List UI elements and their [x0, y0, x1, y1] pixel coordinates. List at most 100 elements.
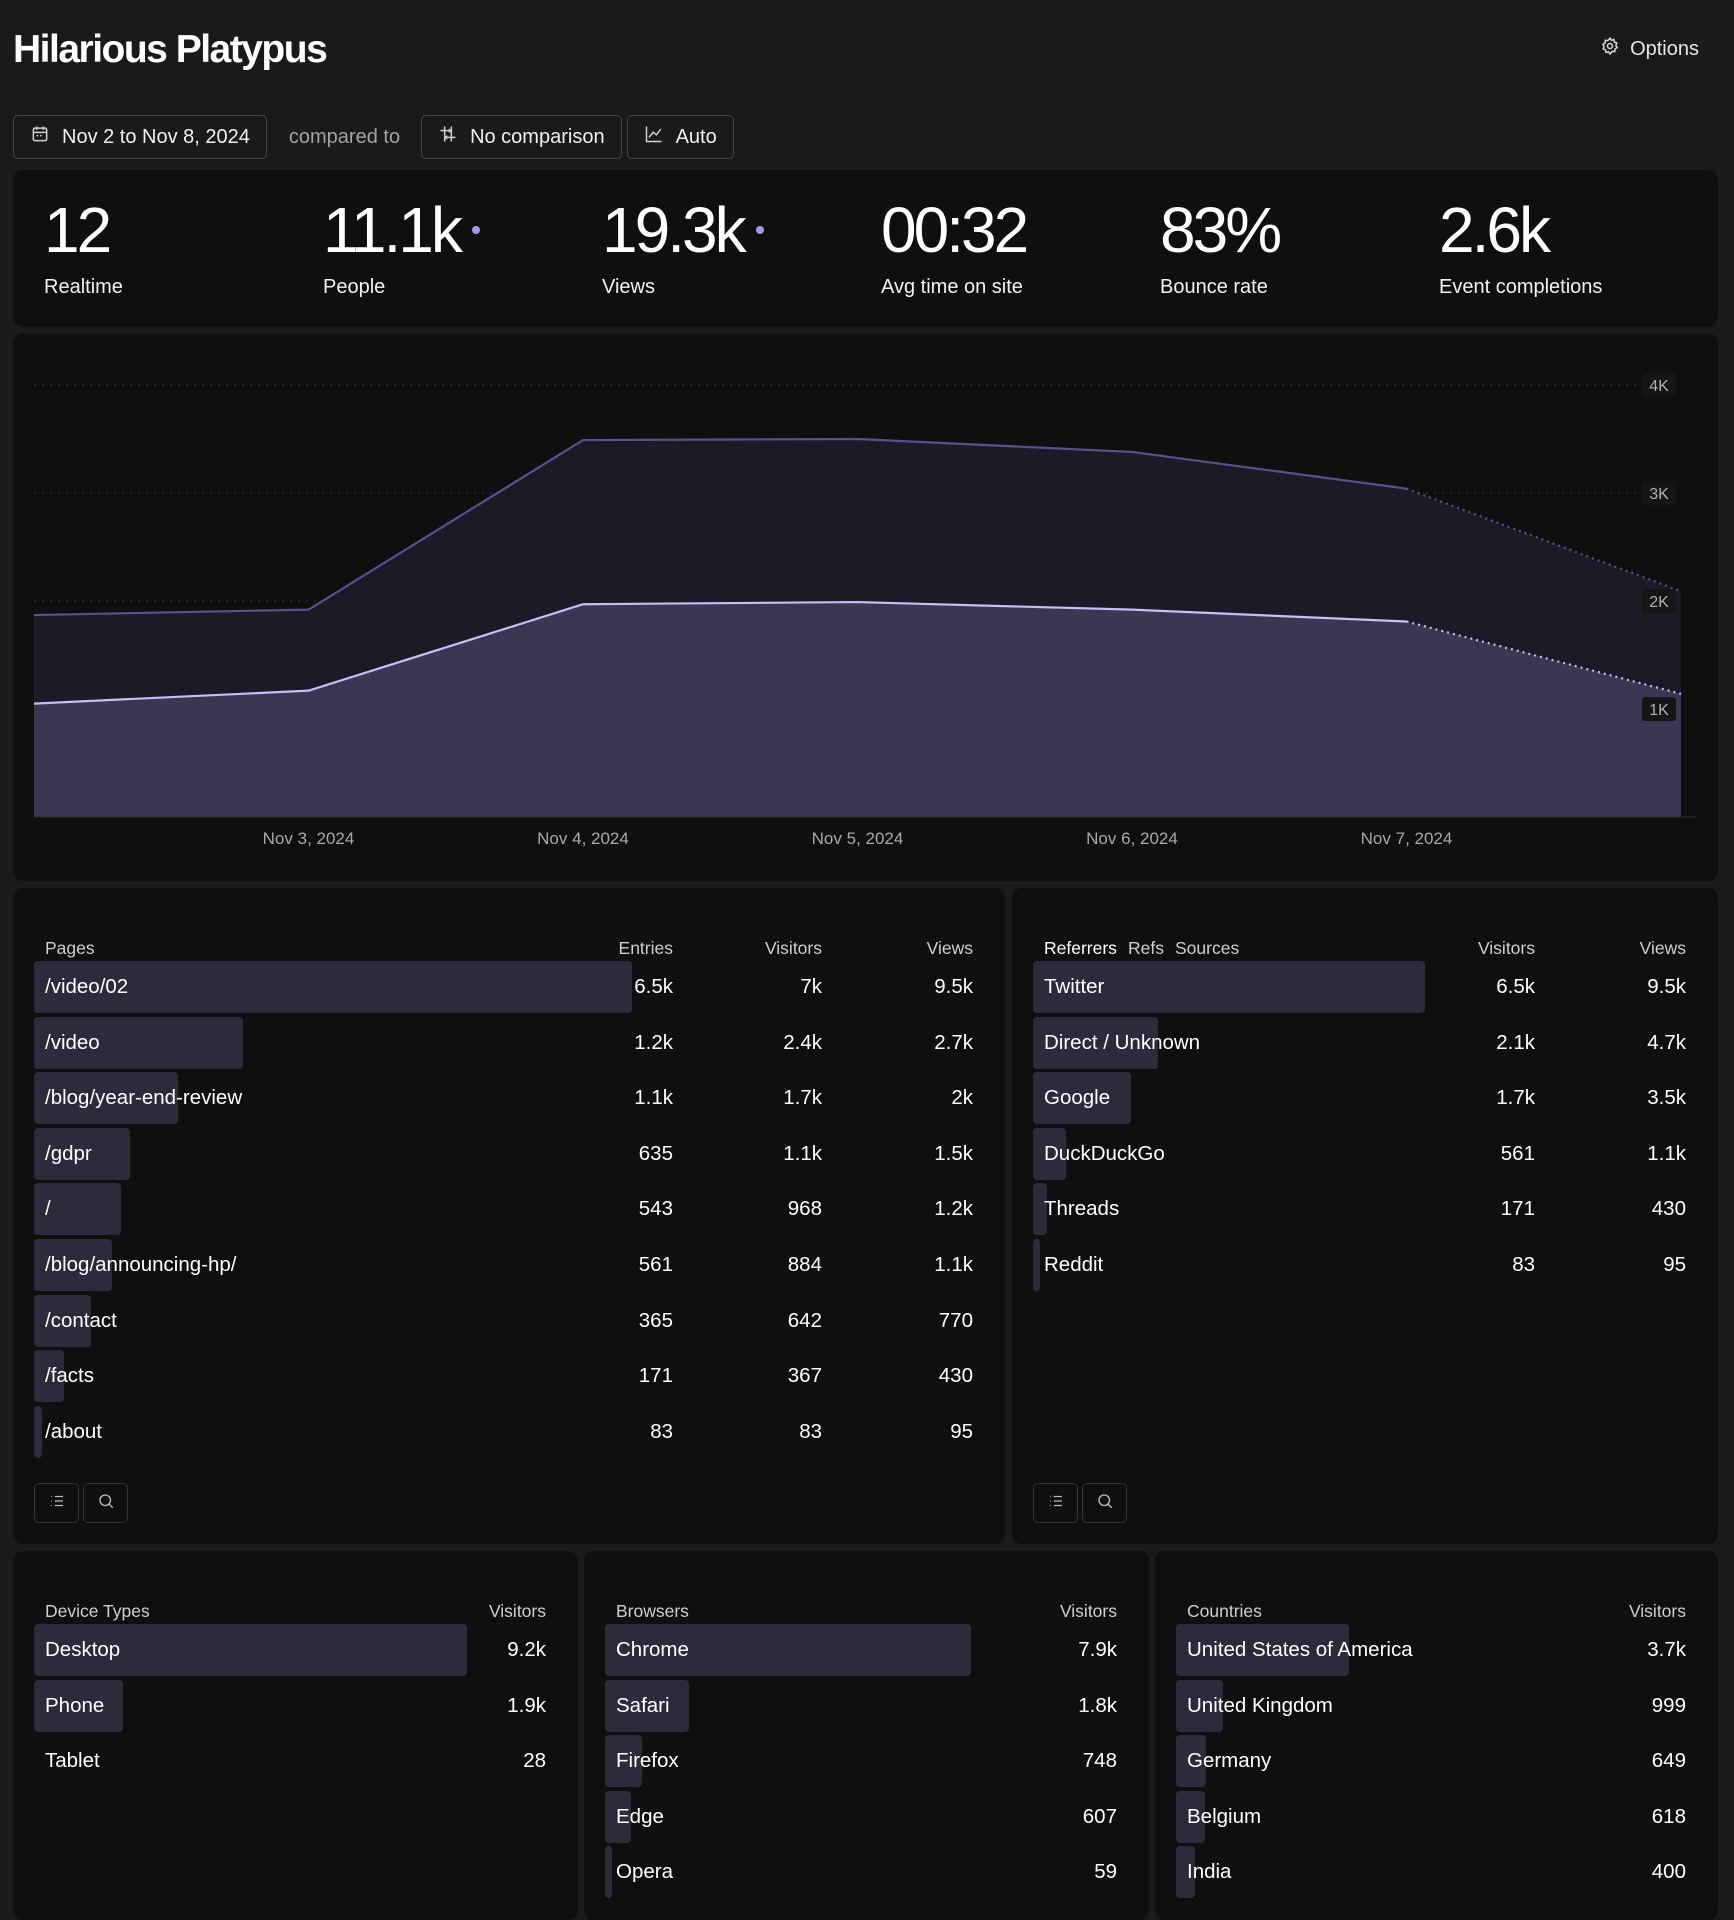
table-row[interactable]: /video 1.2k 2.4k 2.7k	[34, 1016, 973, 1069]
table-row[interactable]: United States of America 3.7k	[1176, 1624, 1686, 1676]
stat-event-completions[interactable]: 2.6k Event completions	[1439, 198, 1602, 299]
traffic-chart-svg: 4K 3K 2K 1K Nov 3, 2024 Nov 4, 2024 Nov 5, 202…	[33, 373, 1697, 848]
table-row[interactable]: Edge 607	[605, 1790, 1117, 1843]
column-header-visitors: Visitors	[1628, 1601, 1686, 1621]
search-button[interactable]	[83, 1483, 128, 1523]
row-share-bar	[34, 961, 632, 1013]
table-row[interactable]: Opera 59	[605, 1846, 1117, 1899]
y-tick-label: 1K	[1649, 702, 1669, 719]
table-row[interactable]: Tablet 28	[34, 1735, 546, 1787]
table-row[interactable]: Firefox 748	[605, 1735, 1117, 1788]
search-button[interactable]	[1082, 1483, 1127, 1523]
pages-header: Pages Entries Visitors Views	[45, 938, 973, 962]
row-label: Germany	[1187, 1749, 1272, 1773]
row-label: Desktop	[45, 1638, 121, 1661]
table-row[interactable]: /gdpr 635 1.1k 1.5k	[34, 1127, 973, 1180]
table-row[interactable]: Desktop 9.2k	[34, 1624, 546, 1676]
y-tick-label: 3K	[1649, 486, 1669, 503]
row-label: Phone	[45, 1693, 105, 1717]
traffic-chart[interactable]: 4K 3K 2K 1K Nov 3, 2024 Nov 4, 2024 Nov 5, 202…	[13, 333, 1718, 881]
row-value-c1: 28	[523, 1749, 546, 1773]
table-row[interactable]: Phone 1.9k	[34, 1679, 546, 1732]
row-share-bar	[1033, 1127, 1067, 1180]
compare-icon	[438, 124, 458, 150]
countries-panel: Countries Visitors United States of Amer…	[1155, 1551, 1718, 1920]
row-value-c1: 3.7k	[1647, 1638, 1686, 1661]
stat-people[interactable]: 11.1k People	[323, 198, 480, 299]
tab-referrers[interactable]: Referrers	[1044, 938, 1117, 963]
row-value-c1: 635	[638, 1141, 673, 1165]
table-row[interactable]: United Kingdom 999	[1176, 1679, 1686, 1732]
date-range-button[interactable]: Nov 2 to Nov 8, 2024	[13, 115, 267, 159]
row-value-c3: 1.1k	[934, 1253, 973, 1276]
interval-label: Auto	[675, 125, 717, 148]
table-row[interactable]: Threads 171 430	[1033, 1183, 1686, 1236]
interval-button[interactable]: Auto	[626, 115, 734, 159]
column-header-views: Views	[926, 938, 973, 958]
table-row[interactable]: /facts 171 367 430	[34, 1350, 973, 1403]
row-value-c1: 1.9k	[507, 1693, 546, 1717]
comparison-button[interactable]: No comparison	[421, 115, 622, 159]
table-row[interactable]: /about 83 83 95	[34, 1405, 973, 1458]
row-value-c2: 1.1k	[783, 1141, 822, 1165]
row-label: Safari	[616, 1693, 670, 1717]
table-row[interactable]: /blog/announcing-hp/561 884 1.1k	[34, 1239, 973, 1291]
list-view-button[interactable]	[1033, 1483, 1078, 1523]
row-label: United States of America	[1187, 1638, 1413, 1661]
column-header-device-types: Device Types	[45, 1601, 150, 1621]
row-value-c1: 999	[1651, 1693, 1686, 1717]
table-row[interactable]: Twitter 6.5k 9.5k	[1033, 961, 1686, 1013]
table-row[interactable]: Direct / Unknown 2.1k 4.7k	[1033, 1016, 1686, 1069]
tab-refs[interactable]: Refs	[1128, 938, 1164, 958]
table-row[interactable]: Reddit 83 95	[1033, 1239, 1686, 1291]
table-row[interactable]: Germany 649	[1176, 1735, 1686, 1788]
x-tick-label: Nov 6, 2024	[1086, 829, 1178, 848]
stat-value: 19.3k	[602, 198, 764, 262]
y-tick-label-bg	[1642, 589, 1676, 613]
row-value-c2: 2.4k	[783, 1030, 822, 1054]
row-value-c3: 430	[938, 1364, 973, 1388]
row-value-c1: 543	[638, 1197, 673, 1221]
row-value-c1: 171	[638, 1364, 673, 1388]
row-value-c3: 770	[938, 1308, 973, 1332]
stat-avg-time[interactable]: 00:32 Avg time on site	[881, 198, 1029, 299]
row-label: /contact	[45, 1308, 117, 1332]
row-value-c3: 2k	[951, 1086, 973, 1110]
table-row[interactable]: Google 1.7k 3.5k	[1033, 1072, 1686, 1125]
row-share-bar	[605, 1624, 971, 1676]
row-value-c1: 1.7k	[1496, 1086, 1535, 1110]
row-value-c1: 7.9k	[1078, 1638, 1117, 1661]
stat-bounce-rate[interactable]: 83% Bounce rate	[1160, 198, 1282, 299]
y-tick-label: 2K	[1649, 594, 1669, 611]
search-icon	[1096, 1492, 1114, 1515]
table-row[interactable]: Chrome 7.9k	[605, 1624, 1117, 1676]
line-chart-icon	[644, 124, 664, 150]
list-view-button[interactable]	[34, 1483, 79, 1523]
column-header-visitors: Visitors	[1059, 1601, 1117, 1621]
stat-views[interactable]: 19.3k Views	[602, 198, 764, 299]
column-header-visitors: Visitors	[1477, 938, 1535, 958]
row-value-c3: 1.5k	[934, 1141, 973, 1165]
tab-sources[interactable]: Sources	[1175, 938, 1240, 958]
row-value-c1: 561	[638, 1253, 673, 1276]
row-value-c1: 6.5k	[634, 975, 673, 998]
gear-icon	[1600, 36, 1620, 62]
row-value-c1: 9.2k	[507, 1638, 546, 1661]
table-row[interactable]: Safari 1.8k	[605, 1679, 1117, 1732]
row-value-c2: 642	[787, 1308, 822, 1332]
y-tick-label-bg	[1642, 373, 1676, 397]
stat-realtime[interactable]: 12 Realtime	[44, 198, 123, 299]
table-row[interactable]: / 543 968 1.2k	[34, 1183, 973, 1236]
row-label: /about	[45, 1419, 102, 1443]
row-share-bar	[34, 1350, 64, 1403]
table-row[interactable]: Belgium 618	[1176, 1790, 1686, 1843]
row-label: /video	[45, 1030, 100, 1054]
column-header-views: Views	[1639, 938, 1686, 958]
options-button[interactable]: Options	[1600, 36, 1699, 62]
table-row[interactable]: /blog/year-end-review 1.1k 1.7k 2k	[34, 1072, 973, 1125]
table-row[interactable]: /contact 365 642 770	[34, 1294, 973, 1347]
table-row[interactable]: /video/02 6.5k 7k 9.5k	[34, 961, 973, 1013]
row-value-c1: 607	[1082, 1804, 1117, 1828]
table-row[interactable]: DuckDuckGo 561 1.1k	[1033, 1127, 1686, 1180]
table-row[interactable]: India 400	[1176, 1846, 1686, 1899]
